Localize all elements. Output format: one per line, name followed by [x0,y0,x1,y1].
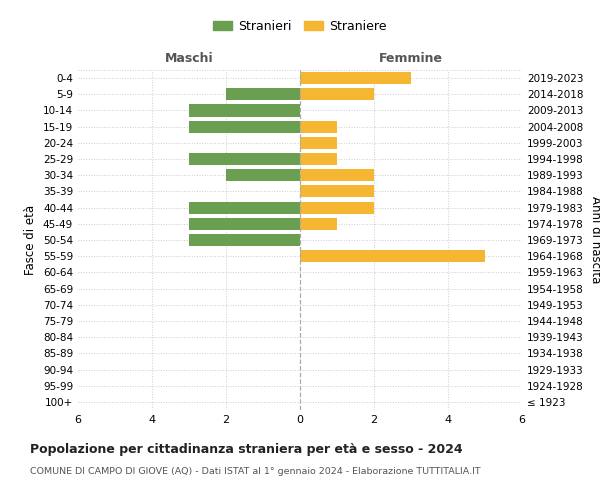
Bar [300,218,337,230]
Bar [300,250,485,262]
Bar [189,218,300,230]
Bar [300,137,337,149]
Y-axis label: Fasce di età: Fasce di età [25,205,37,275]
Bar [226,88,300,101]
Bar [226,169,300,181]
Bar [189,153,300,165]
Text: Femmine: Femmine [379,52,443,65]
Bar [189,234,300,246]
Bar [300,153,337,165]
Legend: Stranieri, Straniere: Stranieri, Straniere [208,15,392,38]
Bar [300,72,411,84]
Bar [300,202,374,213]
Bar [300,120,337,132]
Bar [300,186,374,198]
Text: Popolazione per cittadinanza straniera per età e sesso - 2024: Popolazione per cittadinanza straniera p… [30,442,463,456]
Bar [189,104,300,117]
Bar [189,120,300,132]
Text: Maschi: Maschi [164,52,214,65]
Y-axis label: Anni di nascita: Anni di nascita [589,196,600,284]
Bar [189,202,300,213]
Bar [300,169,374,181]
Text: COMUNE DI CAMPO DI GIOVE (AQ) - Dati ISTAT al 1° gennaio 2024 - Elaborazione TUT: COMUNE DI CAMPO DI GIOVE (AQ) - Dati IST… [30,468,481,476]
Bar [300,88,374,101]
